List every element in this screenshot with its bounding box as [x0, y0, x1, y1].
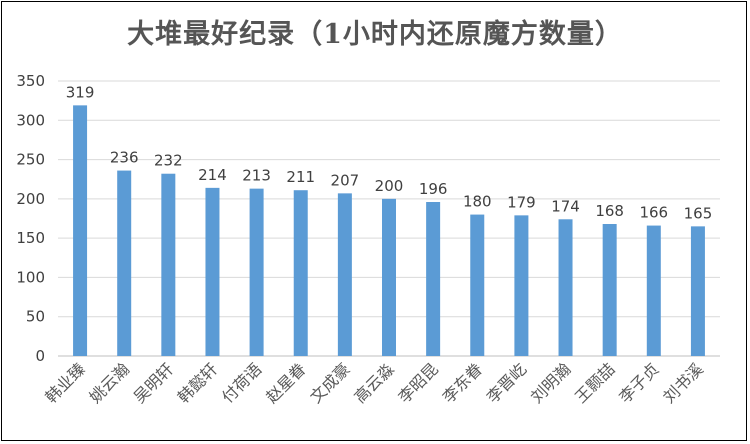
data-label: 179 [507, 193, 536, 211]
data-label: 232 [154, 152, 183, 170]
data-label: 211 [286, 168, 315, 186]
y-tick-label: 150 [16, 229, 45, 247]
bar [426, 202, 441, 356]
category-label: 韩业臻 [42, 359, 89, 406]
data-label: 213 [242, 167, 271, 185]
category-labels: 韩业臻姚云瀚吴明轩韩懿轩付荷语赵星眷文成豪高云淼李昭昆李东眷李晋屹刘明瀚王颢喆李… [42, 359, 707, 406]
bar [337, 193, 352, 356]
y-tick-label: 50 [26, 308, 45, 326]
data-label: 200 [375, 177, 404, 195]
bar [161, 173, 176, 356]
bar [117, 170, 132, 356]
y-axis-ticks: 0 50 100 150 200 250 300 350 [16, 72, 45, 365]
y-tick-label: 0 [35, 347, 45, 365]
data-label: 196 [419, 180, 448, 198]
category-label: 李昭昆 [395, 359, 442, 406]
data-label: 207 [331, 171, 360, 189]
bar [205, 187, 220, 356]
category-label: 高云淼 [350, 359, 397, 406]
data-label: 319 [66, 83, 95, 101]
bars [73, 105, 705, 356]
bar [646, 225, 661, 356]
bar [382, 198, 396, 356]
bar [690, 226, 705, 356]
category-label: 刘明瀚 [527, 359, 574, 406]
data-label: 174 [551, 197, 580, 215]
y-tick-label: 300 [16, 111, 45, 129]
data-label: 166 [639, 204, 668, 222]
category-label: 付荷语 [218, 359, 265, 406]
bar [602, 224, 617, 356]
category-label: 韩懿轩 [174, 359, 221, 406]
data-label: 168 [595, 202, 624, 220]
category-label: 吴明轩 [130, 359, 177, 406]
data-label: 214 [198, 166, 227, 184]
y-tick-label: 100 [16, 268, 45, 286]
chart-title: 大堆最好纪录（1小时内还原魔方数量） [127, 19, 623, 50]
category-label: 王颢喆 [571, 359, 618, 406]
bar [73, 105, 88, 356]
category-label: 李东眷 [439, 359, 486, 406]
data-label: 236 [110, 149, 139, 167]
bar [514, 215, 529, 356]
category-label: 赵星眷 [262, 359, 309, 406]
y-tick-label: 250 [16, 151, 45, 169]
bar [558, 219, 573, 356]
category-label: 刘书溪 [659, 359, 706, 406]
category-label: 姚云瀚 [86, 359, 133, 406]
bar [249, 188, 264, 356]
data-label: 180 [463, 193, 492, 211]
data-label: 165 [684, 204, 713, 222]
category-label: 文成豪 [306, 359, 353, 406]
bar [293, 190, 308, 356]
category-label: 李晋屹 [483, 359, 530, 406]
y-tick-label: 350 [16, 72, 45, 90]
bar [470, 214, 485, 356]
category-label: 李子贞 [615, 359, 662, 406]
y-tick-label: 200 [16, 190, 45, 208]
data-labels: 319 236 232 214 213 211 207 200 196 180 179 174 168 1… [66, 83, 713, 222]
